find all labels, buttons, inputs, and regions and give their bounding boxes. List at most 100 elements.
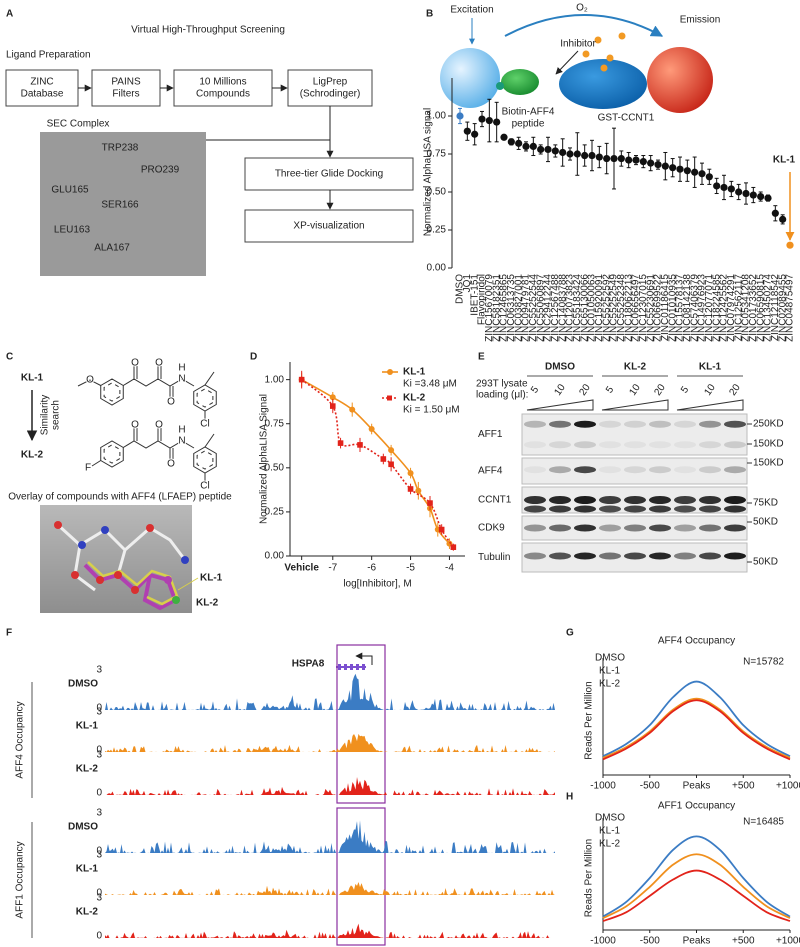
lane-label: 10 (552, 382, 568, 398)
data-point (625, 156, 633, 164)
annotation: N=15782 (743, 657, 784, 668)
x-tick-label: Peaks (683, 936, 711, 947)
x-tick-label: ZINC02089455 (777, 274, 788, 342)
x-tick-label: ZINC15920091 (594, 274, 605, 342)
y-tick-label: 0.50 (427, 187, 447, 198)
data-point (450, 544, 457, 550)
marker-label: 150KD (753, 458, 784, 469)
band (674, 441, 696, 449)
flow-box (244, 157, 414, 191)
band (574, 441, 596, 449)
band (699, 505, 721, 513)
atom-ball (71, 571, 79, 579)
tss-arrow (355, 652, 373, 665)
band (624, 524, 646, 532)
bond (89, 379, 101, 386)
x-tick-label: ZINC01186415 (660, 274, 671, 342)
lane-label: 5 (679, 384, 691, 395)
band (524, 441, 546, 449)
band (599, 524, 621, 532)
panel-label: G (566, 628, 574, 639)
data-point (713, 182, 721, 190)
loading-label: 293T lysate (476, 379, 528, 390)
panel-title: Virtual High-Throughput Screening (131, 25, 285, 36)
data-point (357, 442, 363, 448)
scale-label: 3 (96, 850, 102, 861)
profile-line (602, 853, 791, 919)
data-point (566, 150, 574, 158)
data-point (438, 526, 445, 533)
x-tick-label: ZINC07974291 (726, 274, 737, 342)
atom-label: O (155, 358, 163, 369)
complex-label: SEC Complex (47, 119, 110, 130)
band (624, 552, 646, 560)
data-point (779, 215, 787, 223)
y-tick-label: 0.25 (265, 507, 285, 518)
scale-label: 0 (96, 745, 102, 756)
box-text: Compounds (196, 89, 250, 100)
band (699, 496, 721, 504)
residue-label: PRO239 (141, 165, 180, 176)
track-label: DMSO (68, 822, 98, 833)
exon (350, 664, 353, 670)
scale-label: 0 (96, 703, 102, 714)
legend-marker (387, 369, 393, 375)
x-tick-label: +500 (732, 936, 755, 947)
band (624, 496, 646, 504)
band (574, 466, 596, 474)
marker-label: 75KD (753, 498, 778, 509)
band (724, 524, 746, 532)
y-tick-label: 0.75 (265, 418, 285, 429)
x-tick-label: DMSO (455, 274, 466, 304)
exon (338, 664, 341, 670)
band (549, 420, 571, 428)
leader (177, 577, 199, 591)
atom-label: H (178, 425, 185, 436)
loading-wedge (601, 399, 669, 411)
legend-label: KL-2 (403, 393, 426, 404)
row-label: AFF1 (478, 429, 503, 440)
exon (344, 664, 347, 670)
y-axis-label: Reads Per Million (584, 839, 595, 917)
signal-track (105, 882, 555, 895)
band (524, 552, 546, 560)
data-point (456, 112, 464, 120)
data-point (544, 145, 552, 154)
box-text: LigPrep (313, 77, 348, 88)
x-tick-label: -1000 (590, 781, 616, 792)
band (699, 524, 721, 532)
donor-bead (440, 48, 500, 108)
band (724, 420, 746, 428)
lane-label: 20 (577, 382, 593, 398)
row-label: AFF4 (478, 466, 503, 477)
y-tick-label: 1.00 (427, 111, 447, 122)
signal-track (105, 923, 555, 938)
band (649, 441, 671, 449)
residue-label: GLU165 (51, 185, 89, 196)
schematic-label: peptide (512, 119, 545, 130)
kl2-sticks (83, 563, 178, 611)
annotation: KL-1 (773, 155, 796, 166)
data-point (647, 159, 655, 167)
inhibitor-molecule (600, 64, 608, 72)
data-point (654, 161, 662, 169)
atom-ball (164, 576, 172, 584)
track-label: KL-1 (76, 721, 99, 732)
profile-line (602, 680, 791, 758)
data-point (705, 173, 713, 181)
band (724, 466, 746, 474)
lane-label: 5 (604, 384, 616, 395)
x-tick-label: -500 (640, 936, 660, 947)
band (574, 496, 596, 504)
y-tick-label: 0.50 (265, 462, 285, 473)
loading-wedge (676, 399, 744, 411)
x-tick-label: ZINC05341208 (741, 274, 752, 342)
highlight-box (336, 644, 386, 804)
band (599, 466, 621, 474)
x-tick-label: ZINC29412244 (543, 274, 554, 342)
y-tick-label: 0.00 (265, 551, 285, 562)
overlay-label: KL-2 (196, 598, 219, 609)
schematic-label: Inhibitor (560, 39, 596, 50)
lane-label: 20 (652, 382, 668, 398)
flow-box (287, 69, 373, 107)
